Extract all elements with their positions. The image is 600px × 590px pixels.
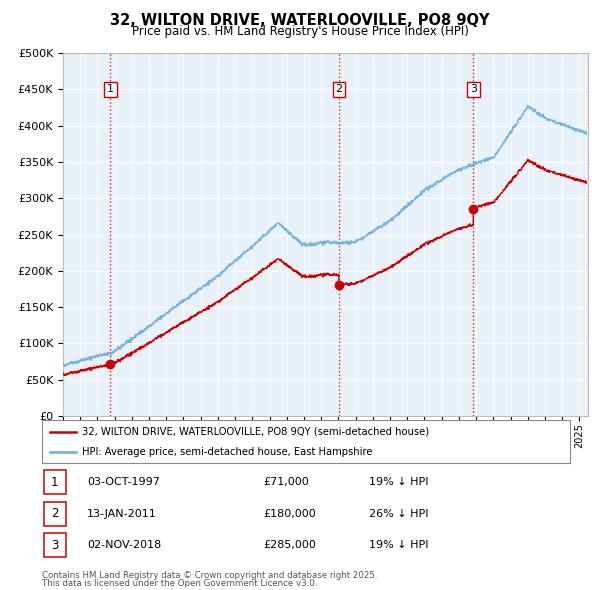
Text: 13-JAN-2011: 13-JAN-2011 (87, 509, 157, 519)
Text: 32, WILTON DRIVE, WATERLOOVILLE, PO8 9QY: 32, WILTON DRIVE, WATERLOOVILLE, PO8 9QY (110, 13, 490, 28)
Text: 32, WILTON DRIVE, WATERLOOVILLE, PO8 9QY (semi-detached house): 32, WILTON DRIVE, WATERLOOVILLE, PO8 9QY… (82, 427, 429, 437)
Text: 2: 2 (335, 84, 343, 94)
Text: Contains HM Land Registry data © Crown copyright and database right 2025.: Contains HM Land Registry data © Crown c… (42, 571, 377, 579)
Text: 19% ↓ HPI: 19% ↓ HPI (370, 540, 429, 550)
Text: 1: 1 (51, 476, 58, 489)
Text: 26% ↓ HPI: 26% ↓ HPI (370, 509, 429, 519)
Text: 03-OCT-1997: 03-OCT-1997 (87, 477, 160, 487)
FancyBboxPatch shape (44, 470, 66, 494)
Text: 02-NOV-2018: 02-NOV-2018 (87, 540, 161, 550)
Text: £285,000: £285,000 (264, 540, 317, 550)
Text: Price paid vs. HM Land Registry's House Price Index (HPI): Price paid vs. HM Land Registry's House … (131, 25, 469, 38)
Text: 1: 1 (107, 84, 114, 94)
FancyBboxPatch shape (44, 533, 66, 558)
Text: £71,000: £71,000 (264, 477, 310, 487)
Text: £180,000: £180,000 (264, 509, 317, 519)
Text: 2: 2 (51, 507, 58, 520)
FancyBboxPatch shape (44, 502, 66, 526)
Text: 3: 3 (470, 84, 477, 94)
Text: 3: 3 (51, 539, 58, 552)
Text: HPI: Average price, semi-detached house, East Hampshire: HPI: Average price, semi-detached house,… (82, 447, 372, 457)
Text: 19% ↓ HPI: 19% ↓ HPI (370, 477, 429, 487)
Text: This data is licensed under the Open Government Licence v3.0.: This data is licensed under the Open Gov… (42, 579, 317, 588)
